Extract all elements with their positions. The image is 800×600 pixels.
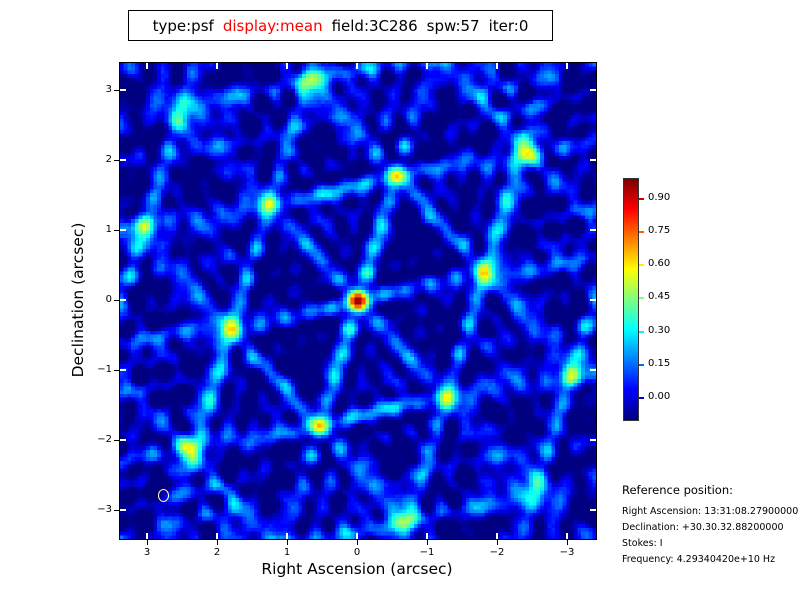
x-tick-label: 1	[283, 547, 291, 558]
x-tick-mark-bottom-inner	[216, 533, 218, 539]
x-tick-mark-bottom-inner	[566, 533, 568, 539]
y-tick-mark-left-outer	[114, 159, 119, 161]
colorbar-tick-label: 0.45	[648, 291, 671, 303]
y-tick-mark-left	[120, 299, 126, 301]
y-tick-mark-right-inner	[590, 509, 596, 511]
title-box: type:psf display:mean field:3C286 spw:57 ite…	[128, 10, 553, 41]
x-tick-mark-bottom	[146, 540, 148, 545]
colorbar-tick-label: 0.30	[648, 324, 671, 336]
y-tick-mark-left-outer	[114, 229, 119, 231]
colorbar-tick-label: 0.00	[648, 390, 671, 402]
x-tick-label: −1	[419, 547, 435, 558]
x-tick-mark-top	[216, 63, 218, 69]
reference-right-ascension: Right Ascension: 13:31:08.27900000	[622, 506, 799, 517]
title-part: spw:57	[426, 17, 480, 35]
y-tick-label: 2	[105, 154, 112, 165]
y-tick-mark-right-inner	[590, 369, 596, 371]
y-tick-label: 0	[105, 294, 112, 305]
y-tick-label: −3	[97, 504, 112, 515]
y-tick-mark-left-outer	[114, 369, 119, 371]
x-tick-mark-top	[496, 63, 498, 69]
reference-stokes: Stokes: I	[622, 538, 663, 549]
colorbar-tick-label: 0.75	[648, 225, 671, 237]
y-tick-mark-left-outer	[114, 89, 119, 91]
psf-plot	[119, 62, 597, 540]
title-part: display:mean	[222, 17, 323, 35]
colorbar-tick-mark	[639, 231, 644, 234]
y-tick-mark-left-outer	[114, 509, 119, 511]
colorbar-tick-label: 0.90	[648, 191, 671, 203]
x-tick-mark-top	[426, 63, 428, 69]
x-tick-label: −2	[489, 547, 505, 558]
y-tick-mark-left-outer	[114, 299, 119, 301]
y-tick-mark-left	[120, 159, 126, 161]
x-tick-mark-bottom	[426, 540, 428, 545]
colorbar-tick-label: 0.15	[648, 357, 671, 369]
colorbar-tick-mark	[639, 197, 644, 200]
x-tick-mark-bottom	[356, 540, 358, 545]
reference-frequency: Frequency: 4.29340420e+10 Hz	[622, 554, 776, 565]
y-tick-mark-left	[120, 439, 126, 441]
x-tick-label: 3	[143, 547, 151, 558]
reference-position-block: Reference position: Right Ascension: 13:…	[622, 483, 798, 568]
y-tick-mark-right-inner	[590, 159, 596, 161]
colorbar	[623, 178, 639, 421]
colorbar-tick-mark	[639, 396, 644, 399]
colorbar-tick-mark	[639, 264, 644, 267]
x-tick-label: 0	[353, 547, 361, 558]
x-tick-mark-top	[146, 63, 148, 69]
x-tick-mark-bottom-inner	[426, 533, 428, 539]
reference-declination: Declination: +30.30.32.88200000	[622, 522, 784, 533]
x-tick-label: 2	[213, 547, 221, 558]
beam-ellipse-marker	[158, 488, 170, 502]
colorbar-tick-label: 0.60	[648, 258, 671, 270]
title-part: type:psf	[152, 17, 214, 35]
x-tick-label: −3	[559, 547, 575, 558]
colorbar-tick-mark	[639, 330, 644, 333]
title-part: iter:0	[488, 17, 529, 35]
x-tick-mark-bottom	[286, 540, 288, 545]
x-tick-mark-top	[566, 63, 568, 69]
x-tick-mark-bottom-inner	[146, 533, 148, 539]
y-tick-mark-left-outer	[114, 439, 119, 441]
colorbar-tick-mark	[639, 297, 644, 300]
x-tick-mark-bottom-inner	[286, 533, 288, 539]
x-tick-mark-bottom	[496, 540, 498, 545]
x-tick-mark-bottom	[216, 540, 218, 545]
y-tick-label: 1	[105, 224, 112, 235]
y-tick-mark-left	[120, 89, 126, 91]
psf-raster-image	[120, 63, 596, 539]
x-tick-mark-bottom-inner	[496, 533, 498, 539]
x-tick-mark-top	[356, 63, 358, 69]
y-tick-label: −2	[97, 434, 112, 445]
y-tick-mark-left	[120, 229, 126, 231]
y-tick-mark-right-inner	[590, 229, 596, 231]
y-axis-label: Declination (arcsec)	[69, 222, 87, 378]
x-tick-mark-bottom	[566, 540, 568, 545]
y-tick-label: 3	[105, 84, 112, 95]
y-tick-mark-right-inner	[590, 89, 596, 91]
x-axis-label: Right Ascension (arcsec)	[261, 560, 453, 578]
y-tick-mark-left	[120, 369, 126, 371]
y-tick-mark-left	[120, 509, 126, 511]
title-part: field:3C286	[331, 17, 418, 35]
y-tick-label: −1	[97, 364, 112, 375]
colorbar-gradient	[624, 179, 638, 420]
x-tick-mark-top	[286, 63, 288, 69]
y-tick-mark-right-inner	[590, 299, 596, 301]
reference-heading: Reference position:	[622, 483, 733, 497]
colorbar-tick-mark	[639, 363, 644, 366]
y-tick-mark-right-inner	[590, 439, 596, 441]
x-tick-mark-bottom-inner	[356, 533, 358, 539]
title-text: type:psf display:mean field:3C286 spw:57 ite…	[153, 16, 529, 35]
